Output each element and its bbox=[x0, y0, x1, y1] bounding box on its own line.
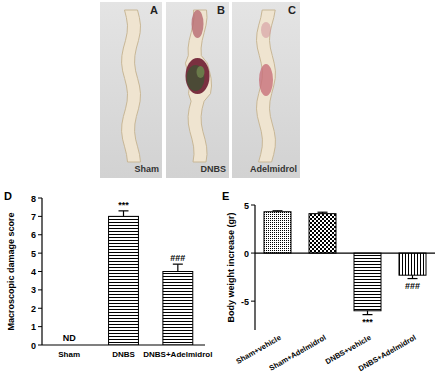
y-tick-label: 6 bbox=[31, 230, 36, 240]
y-tick-label: 0 bbox=[244, 249, 249, 259]
y-tick-label: 0 bbox=[31, 341, 36, 351]
y-tick bbox=[38, 198, 42, 199]
lesion bbox=[186, 58, 210, 94]
x-axis-line bbox=[255, 252, 435, 253]
x-tick-label: DNBS bbox=[112, 350, 135, 359]
error-cap bbox=[173, 264, 183, 265]
panel-letter: A bbox=[150, 4, 158, 16]
y-tick-label: 2 bbox=[31, 304, 36, 314]
y-tick bbox=[38, 345, 42, 346]
error-bar bbox=[273, 210, 283, 212]
y-tick-label: 5 bbox=[31, 249, 36, 259]
bars bbox=[264, 211, 426, 315]
figure: A Sham B DNBS C Adelmidrol D Macroscopic damage… bbox=[0, 0, 440, 380]
y-axis-label: Body weight increase (gr) bbox=[226, 212, 236, 322]
y-tick bbox=[251, 205, 255, 206]
lesion bbox=[197, 66, 205, 78]
bar bbox=[163, 272, 193, 346]
x-tick-label: Sham+Adelmidrol bbox=[268, 333, 328, 373]
y-axis-label: Macroscopic damage score bbox=[6, 212, 16, 330]
y-tick bbox=[38, 253, 42, 254]
chart: E Body weight increase (gr) -5 0 5 *** ### Sham… bbox=[222, 190, 435, 373]
photo-panel: C Adelmidrol bbox=[232, 2, 300, 178]
panel-letter: C bbox=[288, 4, 296, 16]
inflamed-area bbox=[192, 10, 204, 38]
annotation: ### bbox=[405, 281, 420, 291]
y-tick bbox=[38, 326, 42, 327]
y-tick-label: 1 bbox=[31, 322, 36, 332]
photo-panel: A Sham bbox=[100, 2, 162, 178]
error-cap bbox=[273, 210, 283, 211]
error-bar bbox=[318, 212, 328, 213]
photo-label: DNBS bbox=[200, 164, 226, 174]
y-tick-label: 8 bbox=[31, 194, 36, 204]
colon bbox=[122, 10, 141, 162]
error-line bbox=[177, 264, 178, 271]
y-axis-line bbox=[254, 205, 255, 330]
photo-label: Sham bbox=[134, 164, 159, 174]
y-tick-label: 7 bbox=[31, 212, 36, 222]
panel-letter: E bbox=[222, 190, 229, 202]
bar bbox=[354, 253, 381, 311]
y-tick-label: 4 bbox=[31, 267, 36, 277]
photo-background bbox=[166, 2, 229, 178]
photo-background bbox=[100, 2, 162, 178]
colon bbox=[185, 10, 211, 162]
x-axis-line bbox=[42, 344, 205, 345]
bar bbox=[264, 212, 291, 253]
panel-letter: D bbox=[4, 190, 12, 202]
error-bar bbox=[363, 311, 373, 315]
photo-panel: B DNBS bbox=[166, 2, 229, 178]
y-tick bbox=[38, 216, 42, 217]
photo-background bbox=[232, 2, 300, 178]
annotation: *** bbox=[118, 200, 129, 210]
lesion bbox=[187, 65, 205, 91]
chart: D Macroscopic damage score 0 1 2 3 4 5 6 7 8 ND *** #… bbox=[4, 190, 212, 359]
annotation: *** bbox=[362, 317, 373, 327]
y-tick-label: 5 bbox=[244, 201, 249, 211]
y-tick bbox=[38, 308, 42, 309]
error-bar bbox=[119, 211, 129, 217]
panel-letter: B bbox=[217, 4, 225, 16]
x-tick-label: Sham bbox=[58, 350, 80, 359]
photo-label: Adelmidrol bbox=[250, 164, 297, 174]
y-tick bbox=[38, 271, 42, 272]
error-line bbox=[123, 211, 124, 217]
error-cap bbox=[318, 212, 328, 213]
y-tick bbox=[38, 234, 42, 235]
error-cap bbox=[408, 278, 418, 279]
bar bbox=[109, 216, 139, 345]
error-cap bbox=[119, 210, 129, 211]
y-tick bbox=[38, 289, 42, 290]
error-bar bbox=[173, 264, 183, 271]
error-cap bbox=[363, 314, 373, 315]
annotation: ### bbox=[170, 253, 185, 263]
y-tick-label: -5 bbox=[241, 297, 249, 307]
inflamed-area bbox=[259, 64, 273, 96]
bar bbox=[399, 253, 426, 275]
error-bar bbox=[408, 275, 418, 278]
annotation: ND bbox=[63, 333, 76, 343]
y-tick-label: 3 bbox=[31, 285, 36, 295]
colon bbox=[257, 10, 276, 162]
x-tick-label: DNBS+Adelmidrol bbox=[143, 350, 212, 359]
x-tick-label: DNBS+Adelmidrol bbox=[357, 333, 418, 373]
y-tick bbox=[251, 301, 255, 302]
inflamed-area bbox=[261, 22, 271, 38]
y-tick bbox=[251, 253, 255, 254]
bars bbox=[109, 211, 193, 345]
bar bbox=[309, 214, 336, 253]
